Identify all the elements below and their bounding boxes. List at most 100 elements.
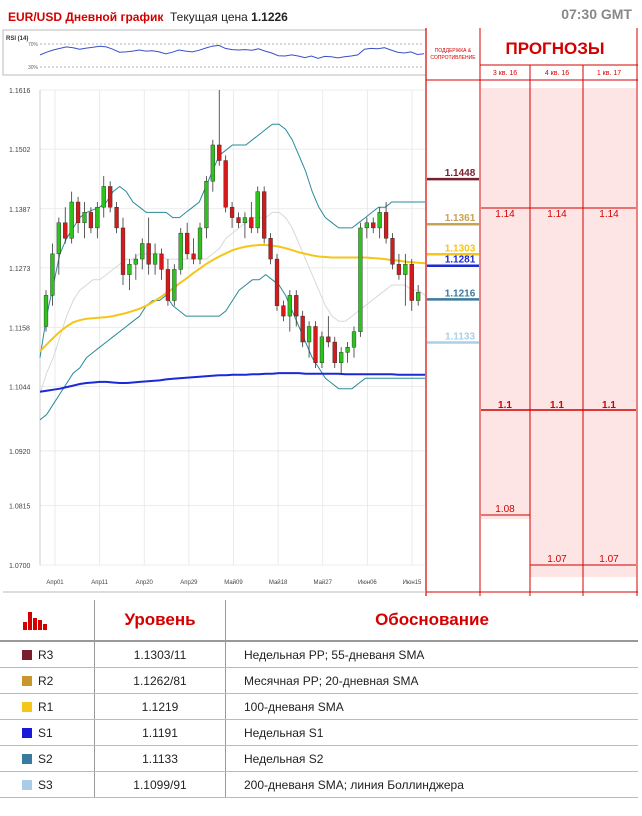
y-tick-label: 1.0815 xyxy=(9,503,31,510)
x-tick-label: Апр29 xyxy=(180,580,198,586)
candle-body xyxy=(82,212,87,223)
price-level-label: 1.1281 xyxy=(445,255,476,266)
current-price-line: Текущая цена 1.1226 xyxy=(170,10,288,24)
y-tick-label: 1.0700 xyxy=(9,563,31,570)
candle-body xyxy=(390,238,395,265)
forecast-pink-top xyxy=(481,88,636,411)
level-name: S1 xyxy=(38,725,53,740)
x-tick-label: Апр20 xyxy=(136,580,154,586)
candle-body xyxy=(165,269,171,301)
candle-body xyxy=(43,295,49,327)
level-name: R3 xyxy=(38,647,54,662)
forecast-mid-3: 1.1 xyxy=(602,400,616,411)
x-tick-label: Апр01 xyxy=(46,580,64,586)
forecast-top-1: 1.14 xyxy=(495,209,515,220)
x-tick-label: Июн15 xyxy=(403,580,422,586)
price-level-label: 1.1303 xyxy=(445,243,476,254)
candle-body xyxy=(339,352,344,363)
candle-body xyxy=(383,212,389,239)
candle-body xyxy=(120,227,126,275)
levels-table: Уровень Обоснование R3 1.1303/11 Недельная… xyxy=(0,600,638,798)
candle-body xyxy=(300,315,305,343)
candle-body xyxy=(185,232,190,255)
candle-body xyxy=(403,264,408,275)
candle-body xyxy=(217,144,222,161)
current-price-label: Текущая цена xyxy=(170,10,248,24)
table-row: S3 1.1099/91 200-дневаня SMA; линия Боллин… xyxy=(0,771,638,798)
candle-body xyxy=(191,253,196,260)
time-label: 07:30 GMT xyxy=(561,6,632,22)
forecast-top-2: 1.14 xyxy=(547,209,567,220)
candle-body xyxy=(377,212,382,229)
y-tick-label: 1.0920 xyxy=(9,449,31,456)
candle-body xyxy=(274,258,280,306)
header-reason: Обоснование xyxy=(225,600,638,642)
candle-body xyxy=(326,336,331,343)
rsi-line xyxy=(39,44,425,59)
level-name-cell: S3 xyxy=(0,771,95,798)
x-tick-label: Май09 xyxy=(224,579,243,586)
candle-body xyxy=(146,243,151,265)
level-swatch xyxy=(22,780,32,791)
candle-body xyxy=(351,331,357,348)
y-axis: 1.1616 1.1502 1.1387 1.1273 1.1158 1.1044 1.09… xyxy=(9,88,31,570)
level-name-cell: R3 xyxy=(0,641,95,668)
candle-body xyxy=(210,144,215,182)
levels-table-header: Уровень Обоснование xyxy=(0,600,638,642)
candle-body xyxy=(229,206,235,218)
gridlines xyxy=(40,89,425,566)
forecast-col-2: 4 кв. 16 xyxy=(545,70,569,77)
forecast-low-3: 1.07 xyxy=(599,554,619,565)
level-value: 1.1099/91 xyxy=(94,771,226,798)
x-tick-label: Май27 xyxy=(314,579,333,586)
y-tick-label: 1.1044 xyxy=(9,385,31,392)
level-name-cell: R1 xyxy=(0,693,95,720)
candle-body xyxy=(345,347,350,353)
forecast-mid-1: 1.1 xyxy=(498,400,512,411)
rsi-level-70: 70% xyxy=(28,42,39,48)
level-name-cell: R2 xyxy=(0,667,95,694)
price-level-label: 1.1133 xyxy=(445,331,475,342)
x-axis: Апр01 Апр11 Апр20 Апр29 Май09 Май18 Май27 Июн06… xyxy=(46,579,422,586)
candle-body xyxy=(371,222,376,229)
x-tick-label: Май18 xyxy=(269,579,288,586)
candle-body xyxy=(236,217,241,223)
candle-body xyxy=(313,326,318,363)
level-name-cell: S2 xyxy=(0,745,95,772)
candle-body xyxy=(69,201,74,239)
sr-title-2: СОПРОТИВЛЕНИЕ xyxy=(430,55,476,61)
line-sma-200 xyxy=(39,372,425,393)
forecast-pink-col1 xyxy=(481,411,530,519)
candle-body xyxy=(306,326,312,343)
level-value: 1.1219 xyxy=(94,693,226,720)
candle-body xyxy=(159,253,164,270)
candle-body xyxy=(396,264,402,275)
candle-body xyxy=(140,243,145,260)
price-level-label: 1.1361 xyxy=(445,213,476,224)
forecast-low-1: 1.08 xyxy=(495,504,515,515)
forecast-mid-2: 1.1 xyxy=(550,400,564,411)
x-tick-label: Июн06 xyxy=(358,580,377,586)
candle-body xyxy=(416,292,421,301)
candle-body xyxy=(319,336,325,363)
y-tick-label: 1.1502 xyxy=(9,147,31,154)
y-tick-label: 1.1158 xyxy=(9,326,30,333)
table-row: R1 1.1219 100-дневаня SMA xyxy=(0,693,638,720)
current-price-value: 1.1226 xyxy=(251,10,288,24)
price-level-label: 1.1216 xyxy=(445,288,476,299)
line-bollinger-lower xyxy=(39,273,425,421)
candle-body xyxy=(294,295,299,317)
forex-chart: RSI (14) 70% 30% 1.1616 1.1502 1.1387 1.127… xyxy=(2,28,638,596)
level-swatch xyxy=(22,676,32,687)
rsi-label: RSI (14) xyxy=(6,36,28,42)
level-value: 1.1191 xyxy=(94,719,226,746)
candle-body xyxy=(358,227,363,332)
level-name: R1 xyxy=(38,699,54,714)
y-tick-label: 1.1273 xyxy=(9,266,31,273)
level-swatch xyxy=(22,728,32,739)
candle-body xyxy=(63,222,68,239)
candle-body xyxy=(268,238,273,260)
candle-body xyxy=(204,181,209,229)
pair-title: EUR/USD Дневной график xyxy=(8,10,164,24)
level-value: 1.1133 xyxy=(94,745,226,772)
